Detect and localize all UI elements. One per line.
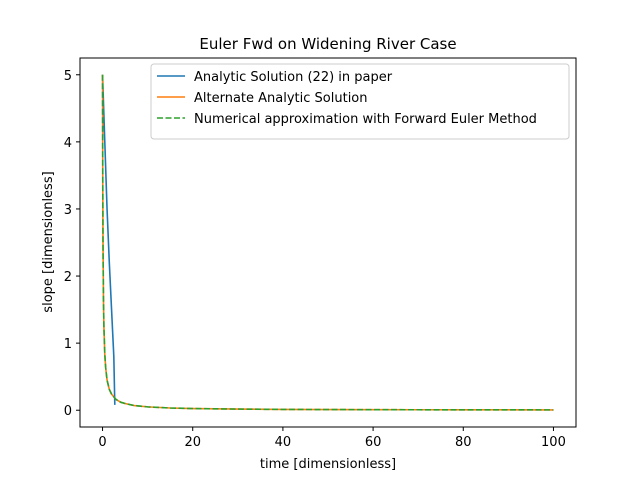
y-tick-label: 0 (64, 404, 72, 419)
x-tick-label: 60 (365, 435, 382, 450)
x-tick-label: 40 (275, 435, 292, 450)
y-tick-label: 1 (64, 337, 72, 352)
chart-title: Euler Fwd on Widening River Case (199, 35, 456, 53)
x-tick-label: 100 (541, 435, 566, 450)
legend-label-1: Analytic Solution (22) in paper (194, 70, 393, 85)
y-tick-label: 2 (64, 270, 72, 285)
x-axis-label: time [dimensionless] (260, 457, 396, 472)
y-tick-label: 3 (64, 203, 72, 218)
axis-ticks: 0 20 40 60 80 100 0 1 2 3 4 5 (64, 69, 566, 450)
x-tick-label: 80 (455, 435, 472, 450)
legend-label-2: Alternate Analytic Solution (194, 91, 368, 106)
y-tick-label: 4 (64, 136, 72, 151)
series-line-3 (101, 74, 554, 411)
plot-lines (101, 74, 554, 411)
legend: Analytic Solution (22) in paper Alternate… (150, 63, 570, 140)
series-line-1 (101, 74, 116, 405)
y-tick-label: 5 (64, 69, 72, 84)
legend-label-3: Numerical approximation with Forward Eul… (194, 112, 537, 127)
plot-frame (79, 57, 577, 428)
y-axis-label: slope [dimensionless] (41, 171, 56, 312)
legend-box (150, 63, 570, 140)
x-tick-label: 0 (98, 435, 106, 450)
x-tick-label: 20 (184, 435, 201, 450)
